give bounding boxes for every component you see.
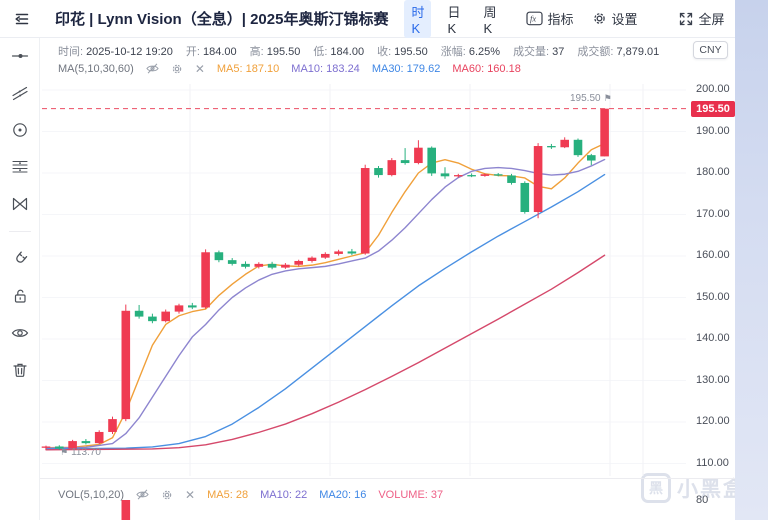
ma-indicator-name: MA(5,10,30,60)	[58, 62, 134, 75]
settings-label: 设置	[611, 12, 638, 27]
price-axis-label: 190.00	[696, 124, 730, 137]
ma-close-button[interactable]: ✕	[194, 61, 205, 76]
circle-shape-tool[interactable]	[7, 118, 33, 142]
price-axis-label: 170.00	[696, 207, 730, 220]
fullscreen-label: 全屏	[698, 12, 725, 27]
toolbar-divider	[8, 231, 31, 232]
watermark-logo-icon: 黑	[641, 473, 671, 503]
info-field-time: 时间: 2025-10-12 19:20	[58, 46, 173, 58]
indicator-label: 指标	[547, 12, 574, 27]
pane-divider	[40, 478, 735, 479]
gear-icon	[593, 13, 605, 24]
fib-lines-tool[interactable]	[7, 155, 33, 179]
ma30-value: MA30: 179.62	[371, 62, 441, 75]
price-axis-label: 140.00	[696, 332, 730, 344]
info-field-open: 开: 184.00	[185, 46, 237, 58]
collapse-menu-icon	[15, 13, 29, 24]
gear-icon	[162, 490, 172, 499]
ma-settings-button[interactable]	[171, 63, 183, 75]
currency-badge[interactable]: CNY	[693, 41, 728, 59]
vol-close-button[interactable]: ✕	[185, 487, 196, 502]
fib-lines-icon	[11, 160, 28, 173]
visibility-tool[interactable]	[7, 321, 33, 345]
ma60-value: MA60: 160.18	[452, 62, 521, 75]
page-scrollbar[interactable]	[735, 0, 768, 520]
current-price-tag: 195.50	[691, 101, 735, 117]
period-tabs: 时K 日K 周K	[404, 0, 503, 38]
price-axis-label: 110.00	[696, 456, 729, 469]
trend-line-tool[interactable]	[7, 81, 33, 105]
lock-toggle-tool[interactable]	[7, 284, 33, 308]
eye-slash-icon	[136, 489, 149, 500]
xabcd-pattern-icon	[12, 197, 27, 211]
ma10-value: MA10: 183.24	[291, 62, 360, 75]
trend-lines-icon	[11, 86, 28, 101]
vol-indicator-name: VOL(5,10,20)	[58, 488, 125, 501]
ohlc-info-bar: 时间: 2025-10-12 19:20 开: 184.00 高: 195.50 低:…	[58, 43, 659, 59]
vol-volume-value: VOLUME: 37	[378, 488, 444, 501]
page-title: 印花 | Lynn Vision（全息）| 2025年奥斯汀锦标赛	[55, 11, 389, 28]
price-axis-label: 160.00	[696, 249, 730, 261]
xabcd-pattern-tool[interactable]	[7, 192, 33, 216]
ma-hide-button[interactable]	[146, 62, 159, 75]
vol-settings-button[interactable]	[161, 489, 173, 501]
ma5-value: MA5: 187.10	[216, 62, 280, 75]
indicator-button[interactable]: fx 指标	[525, 9, 574, 28]
vol-hide-button[interactable]	[136, 488, 149, 501]
header-bar: 印花 | Lynn Vision（全息）| 2025年奥斯汀锦标赛 时K 日K …	[0, 0, 735, 38]
magnet-mode-tool[interactable]	[7, 247, 33, 271]
eye-slash-icon	[146, 63, 159, 74]
magnet-icon	[15, 251, 27, 263]
price-axis-label: 180.00	[696, 166, 730, 178]
delete-drawings-tool[interactable]	[7, 358, 33, 382]
info-field-high: 高: 195.50	[249, 46, 301, 58]
low-price-annotation: ⚑ 113.70	[60, 447, 101, 458]
gear-icon	[172, 64, 182, 73]
tab-hour-k[interactable]: 时K	[404, 0, 432, 38]
volume-axis-label: 80	[696, 494, 709, 506]
fx-icon: fx	[525, 11, 543, 26]
circle-shape-icon	[12, 123, 27, 137]
vol-indicator-bar: VOL(5,10,20) ✕ MA5: 28 MA10: 22 MA20: 16…	[58, 488, 443, 501]
flag-icon: ⚑	[603, 93, 612, 103]
drawing-toolbar	[0, 38, 40, 520]
info-field-low: 低: 184.00	[313, 46, 365, 58]
info-field-close: 收: 195.50	[377, 46, 428, 58]
eye-icon	[11, 329, 28, 337]
settings-button[interactable]: 设置	[592, 9, 638, 28]
collapse-menu-button[interactable]	[13, 8, 31, 30]
high-price-annotation: 195.50 ⚑	[570, 93, 612, 104]
price-axis-label: 130.00	[696, 373, 730, 386]
price-axis-label: 200.00	[696, 83, 730, 95]
fullscreen-button[interactable]: 全屏	[678, 9, 725, 28]
info-field-change: 涨幅: 6.25%	[440, 46, 501, 58]
vol-ma20-value: MA20: 16	[319, 488, 367, 501]
vol-ma5-value: MA5: 28	[207, 488, 249, 501]
ma-indicator-bar: MA(5,10,30,60) ✕ MA5: 187.10 MA10: 183.2…	[58, 62, 521, 75]
unlock-icon	[14, 289, 26, 303]
vol-ma10-value: MA10: 22	[260, 488, 308, 501]
tab-week-k[interactable]: 周K	[483, 4, 497, 36]
watermark: 黑 小黑盒	[641, 473, 746, 503]
info-field-volume: 成交量: 37	[513, 46, 565, 58]
svg-text:fx: fx	[530, 14, 536, 24]
cursor-line-icon	[11, 54, 28, 58]
flag-icon: ⚑	[60, 447, 69, 457]
price-axis-label: 120.00	[696, 415, 730, 427]
trash-icon	[12, 363, 27, 377]
cursor-line-tool[interactable]	[7, 44, 33, 68]
price-axis-label: 150.00	[696, 290, 730, 303]
fullscreen-icon	[679, 12, 692, 25]
tab-day-k[interactable]: 日K	[447, 4, 461, 36]
info-field-turnover: 成交额: 7,879.01	[577, 46, 660, 58]
